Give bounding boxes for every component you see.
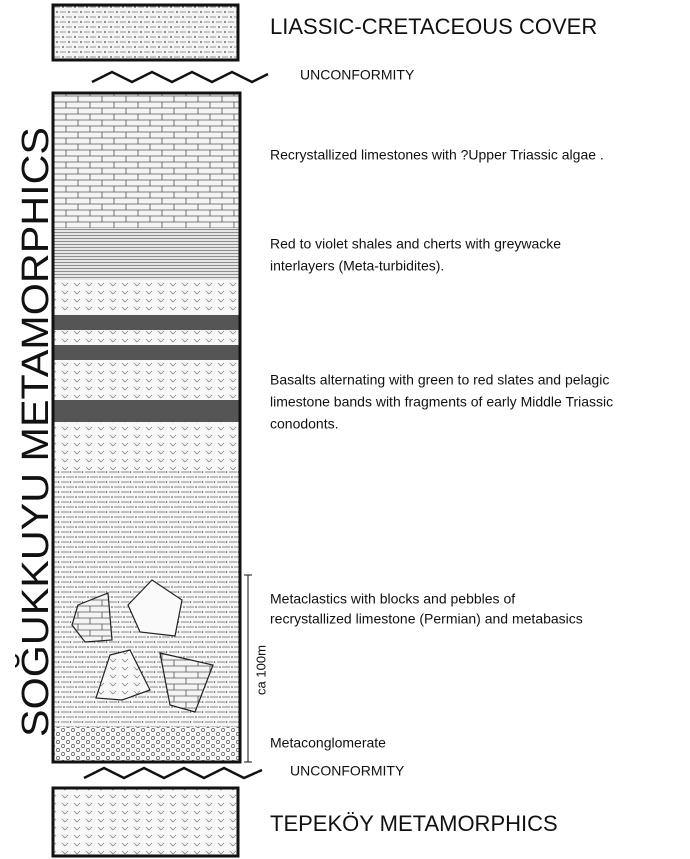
basalt-layer xyxy=(53,280,240,315)
basalt-layer xyxy=(53,330,240,345)
basement-unit xyxy=(53,788,238,856)
cover-label: LIASSIC-CRETACEOUS COVER xyxy=(270,14,597,39)
unconformity-label: UNCONFORMITY xyxy=(290,763,405,779)
cover-unit xyxy=(53,5,238,60)
basalt-layer xyxy=(53,422,240,470)
unit-description: conodonts. xyxy=(270,416,339,432)
unconformity-label: UNCONFORMITY xyxy=(300,67,415,83)
slate-band xyxy=(53,315,240,330)
scale-label: ca 100m xyxy=(253,645,268,695)
stratigraphic-column-diagram: LIASSIC-CRETACEOUS COVER UNCONFORMITY SO… xyxy=(0,0,690,859)
limestone-layer xyxy=(53,93,240,228)
unit-description: Metaconglomerate xyxy=(270,735,386,751)
page: {"cover": {"label": "LIASSIC-CRETACEOUS … xyxy=(0,0,690,859)
unconformity-line xyxy=(84,768,262,778)
slate-band xyxy=(53,400,240,422)
unconformity-line xyxy=(92,72,268,82)
unit-description: interlayers (Meta-turbidites). xyxy=(270,258,444,274)
basement-label: TEPEKÖY METAMORPHICS xyxy=(270,811,558,836)
metaconglomerate-layer xyxy=(53,727,240,762)
slate-band xyxy=(53,345,240,360)
unit-description: limestone bands with fragments of early … xyxy=(270,394,613,410)
column-layers xyxy=(53,93,240,762)
scale-bar xyxy=(244,575,252,762)
unit-description: Metaclastics with blocks and pebbles of xyxy=(270,591,515,607)
basalt-layer xyxy=(53,360,240,400)
unit-description: Basalts alternating with green to red sl… xyxy=(270,372,609,388)
unit-description: Recrystallized limestones with ?Upper Tr… xyxy=(270,147,604,163)
unit-description: Red to violet shales and cherts with gre… xyxy=(270,236,561,252)
unit-description: recrystallized limestone (Permian) and m… xyxy=(270,611,583,627)
shale-layer xyxy=(53,228,240,280)
column-name: SOĞUKKUYU METAMORPHICS xyxy=(13,127,57,737)
